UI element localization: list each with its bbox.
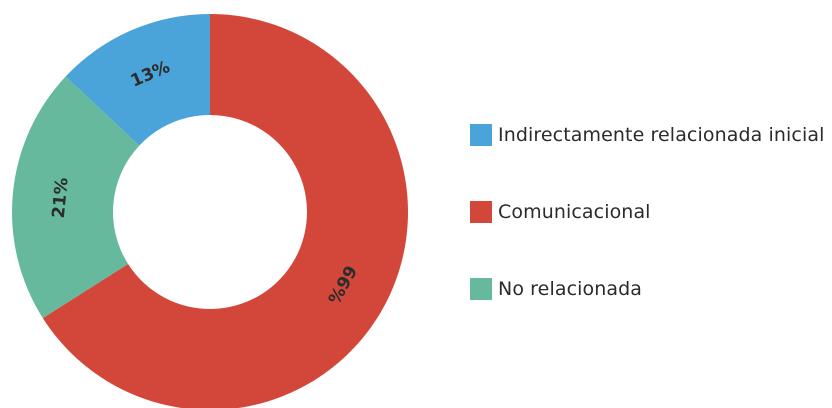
donut-slice-no-relacionada bbox=[11, 76, 140, 319]
legend-item-comunicacional: Comunicacional bbox=[470, 199, 824, 225]
slice-label: 21% bbox=[49, 177, 73, 219]
chart-legend: Indirectamente relacionada inicial Comun… bbox=[470, 122, 824, 353]
legend-swatch bbox=[470, 278, 492, 300]
legend-item-indirectamente-relacionada-inicial: Indirectamente relacionada inicial bbox=[470, 122, 824, 148]
legend-label: Comunicacional bbox=[498, 201, 651, 223]
legend-label: Indirectamente relacionada inicial bbox=[498, 124, 825, 146]
legend-label: No relacionada bbox=[498, 278, 643, 300]
legend-swatch bbox=[470, 201, 492, 223]
donut-slice-comunicacional bbox=[42, 14, 408, 408]
legend-item-no-relacionada: No relacionada bbox=[470, 276, 824, 302]
donut-slice-indirectamente-relacionada-inicial bbox=[65, 14, 210, 146]
legend-swatch bbox=[470, 124, 492, 146]
